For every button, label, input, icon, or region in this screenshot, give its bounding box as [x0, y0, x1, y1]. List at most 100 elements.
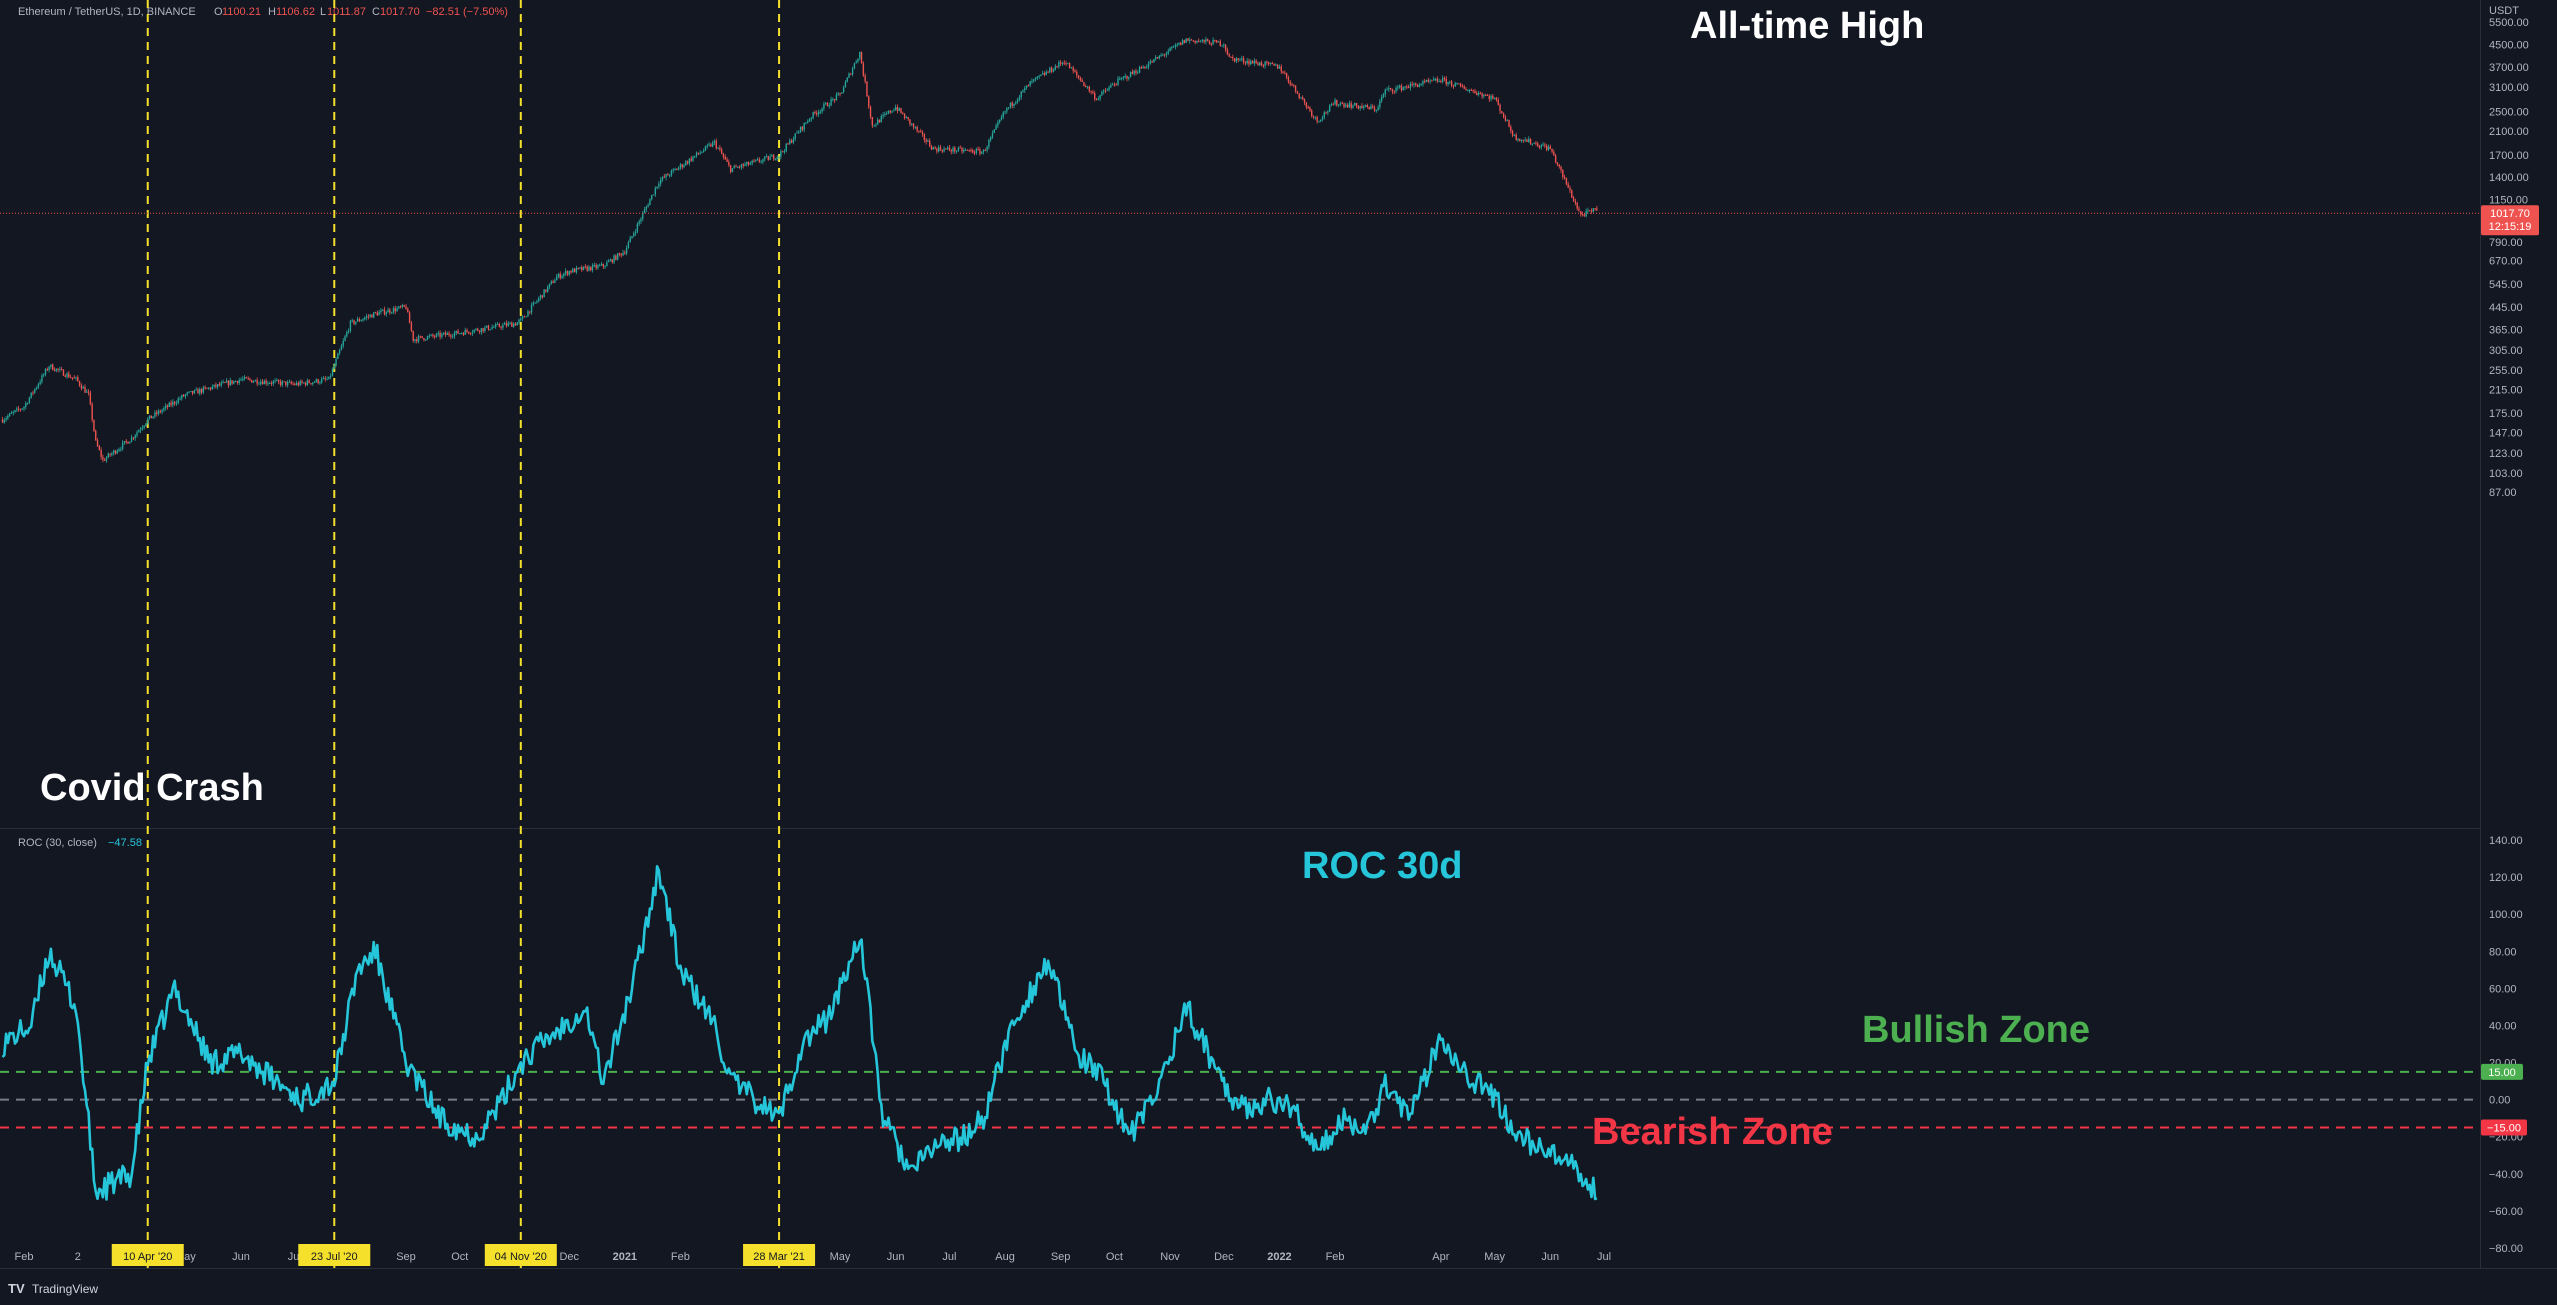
candle-body — [921, 132, 924, 135]
candle-body — [1352, 105, 1354, 108]
candle-body — [494, 324, 497, 327]
time-axis-highlight-bg-0 — [111, 1244, 184, 1266]
candle-body — [916, 126, 918, 131]
candle-body — [1183, 40, 1186, 43]
candle-body — [272, 381, 274, 384]
candle-body — [1501, 111, 1503, 114]
candle-body — [1332, 104, 1334, 106]
candle-body — [256, 379, 258, 384]
candle-body — [439, 332, 441, 337]
candle-body — [620, 253, 622, 256]
time-axis[interactable]: Feb 2 May Jun Jul Sep Oct Dec 2021 Feb May Jun Jul Au… — [15, 1244, 1612, 1266]
time-axis-label-18: 2022 — [1267, 1251, 1291, 1263]
roc-axis-tick-0: 140.00 — [2489, 835, 2523, 847]
candle-body — [548, 283, 551, 287]
candle-body — [93, 419, 95, 431]
candle-body — [581, 267, 583, 271]
candle-body — [423, 338, 425, 341]
currency-label: USDT — [2489, 5, 2519, 17]
candle-body — [374, 312, 377, 314]
candle-body — [984, 149, 987, 151]
candle-body — [41, 375, 43, 382]
candle-body — [1072, 67, 1074, 71]
candle-body — [448, 333, 450, 336]
candle-body — [896, 107, 899, 111]
candle-body — [73, 377, 75, 379]
candle-body — [202, 387, 205, 393]
candle-body — [1533, 142, 1535, 144]
candle-body — [1011, 102, 1013, 106]
candle-body — [512, 323, 515, 327]
candle-body — [491, 327, 493, 330]
candle-body — [258, 383, 260, 385]
candle-body — [1395, 87, 1397, 92]
time-axis-label-6: Oct — [451, 1251, 468, 1263]
candle-body — [1061, 62, 1064, 64]
candle-body — [292, 383, 294, 385]
candle-body — [1309, 107, 1311, 111]
candle-body — [279, 381, 282, 385]
candle-body — [475, 328, 477, 330]
candle-body — [1246, 60, 1248, 64]
candle-body — [489, 329, 492, 331]
candle-body — [360, 320, 362, 322]
tradingview-brand-text: TradingView — [32, 1282, 98, 1296]
candle-body — [808, 119, 811, 122]
candle-body — [30, 392, 32, 398]
candle-body — [894, 107, 897, 111]
candle-body — [91, 404, 93, 420]
candle-body — [636, 223, 639, 232]
candle-body — [950, 150, 952, 152]
candle-body — [304, 382, 307, 385]
candle-body — [1576, 202, 1578, 209]
candle-body — [346, 332, 348, 337]
candle-body — [643, 209, 646, 214]
candle-body — [844, 81, 847, 88]
candle-body — [1481, 93, 1483, 97]
candle-body — [1312, 115, 1315, 118]
candle-body — [1535, 142, 1537, 144]
roc-axis-tick-10: −60.00 — [2489, 1206, 2523, 1218]
candle-body — [265, 380, 267, 384]
candle-body — [1346, 104, 1349, 108]
candle-body — [1476, 93, 1478, 95]
candle-body — [1045, 71, 1047, 75]
price-axis-tick-19: 123.00 — [2489, 448, 2523, 460]
candle-body — [206, 387, 208, 389]
candle-body — [543, 289, 545, 298]
candle-body — [1382, 94, 1385, 97]
candle-body — [5, 418, 7, 421]
candle-body — [37, 384, 40, 388]
candle-body — [1407, 87, 1410, 89]
candle-body — [419, 336, 422, 338]
candle-body — [71, 377, 74, 379]
candle-body — [1474, 90, 1476, 94]
candle-body — [599, 265, 601, 267]
candle-body — [260, 381, 262, 384]
candle-body — [541, 295, 544, 298]
candle-body — [855, 61, 857, 64]
candle-body — [758, 159, 761, 162]
candle-body — [679, 164, 682, 168]
candle-body — [362, 319, 364, 321]
candle-body — [1120, 78, 1123, 80]
candle-body — [120, 448, 122, 450]
candle-body — [1158, 55, 1160, 59]
candle-body — [328, 376, 330, 380]
candle-body — [1065, 63, 1067, 65]
candle-body — [1162, 54, 1164, 56]
candle-body — [747, 161, 750, 165]
candle-body — [1596, 208, 1598, 211]
candle-body — [514, 323, 517, 326]
candle-body — [338, 350, 341, 354]
candle-body — [991, 132, 994, 138]
candle-body — [17, 408, 20, 410]
candle-body — [1259, 62, 1261, 66]
candle-body — [1169, 47, 1171, 52]
candle-body — [453, 333, 456, 337]
candle-body — [421, 336, 423, 339]
candle-body — [826, 103, 829, 107]
price-axis[interactable]: 5500.00 4500.00 3700.00 3100.00 2500.00 2100.… — [2489, 17, 2529, 499]
candle-body — [1361, 105, 1363, 109]
